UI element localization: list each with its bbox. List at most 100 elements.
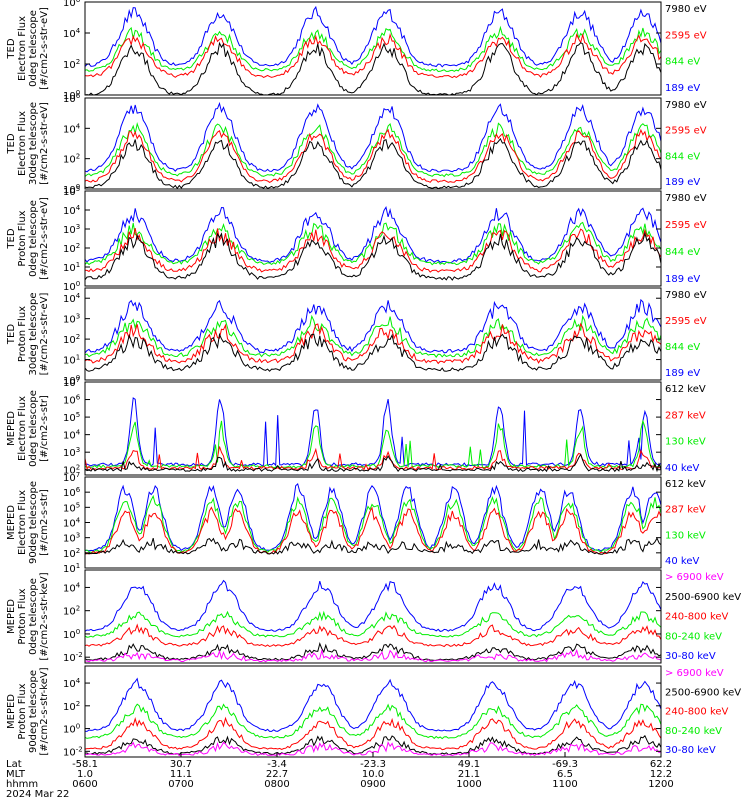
x-tick-hhmm: 0700: [168, 779, 193, 790]
y-axis-label: Electron Flux: [17, 396, 28, 461]
y-axis-label: MEPED: [6, 411, 17, 446]
y-tick-label: 101: [63, 261, 80, 274]
y-tick-label: 100: [63, 723, 80, 736]
panel-frame: [84, 476, 662, 569]
legend-entry: 612 keV: [665, 479, 706, 490]
y-tick-label: 106: [63, 394, 81, 407]
y-tick-label: 103: [63, 446, 80, 459]
y-tick-label: 103: [63, 313, 80, 326]
y-axis-label: MEPED: [6, 599, 17, 634]
series-line-8-3: [84, 716, 662, 751]
y-tick-label: 104: [63, 27, 81, 40]
y-tick-label: 102: [63, 700, 80, 713]
y-axis-label: [#/cm2-s-str-eV]: [39, 102, 50, 185]
y-tick-label: 104: [63, 204, 81, 217]
y-tick-label: 102: [63, 333, 80, 346]
y-tick-label: 10-2: [63, 745, 83, 758]
y-axis-label: TED: [6, 228, 17, 249]
y-axis-label: Proton Flux: [17, 683, 28, 739]
series-line-2-4: [84, 101, 662, 173]
legend-entry: 30-80 keV: [665, 651, 716, 662]
series-line-6-4: [84, 482, 662, 552]
x-tick-hhmm: 0900: [360, 779, 385, 790]
series-line-6-1: [84, 537, 662, 555]
y-tick-label: 100: [63, 628, 80, 641]
series-line-5-1: [84, 453, 662, 473]
series-line-1-4: [84, 5, 662, 68]
x-tick-mlt: 21.1: [458, 769, 480, 780]
series-line-7-4: [84, 610, 662, 638]
series-line-8-5: [84, 677, 662, 732]
series-line-4-4: [84, 298, 662, 354]
y-tick-label: 106: [63, 92, 81, 105]
series-line-7-1: [85, 648, 662, 663]
series-line-8-4: [84, 703, 662, 740]
panel-frame: [84, 287, 662, 381]
y-axis-label: MEPED: [6, 694, 17, 729]
y-axis-label: Proton Flux: [17, 588, 28, 644]
x-tick-mlt: 10.0: [362, 769, 384, 780]
y-tick-label: 104: [63, 429, 81, 442]
y-tick-label: 104: [63, 581, 81, 594]
y-axis-label: [#/cm2-s-str-keV]: [39, 572, 50, 660]
legend-entry: 7980 eV: [665, 4, 707, 15]
legend-entry: 2500-6900 keV: [665, 592, 741, 603]
x-tick-hhmm: 1000: [456, 779, 481, 790]
y-axis-label: TED: [6, 38, 17, 59]
y-axis-label: 0deg telescope: [28, 578, 39, 655]
x-tick-lat: 49.1: [458, 759, 480, 770]
series-line-7-2: [84, 642, 662, 661]
legend-entry: 189 eV: [665, 83, 700, 94]
x-tick-lat: -23.3: [360, 759, 386, 770]
panel-frame: [84, 381, 662, 476]
series-line-1-2: [84, 32, 662, 79]
series-line-3-1: [84, 231, 662, 281]
y-tick-label: 106: [63, 486, 81, 499]
y-axis-label: 30deg telescope: [28, 102, 39, 185]
legend-entry: > 6900 keV: [665, 572, 724, 583]
legend-entry: 2595 eV: [665, 316, 707, 327]
y-tick-label: 102: [63, 547, 80, 560]
legend-entry: 240-800 keV: [665, 707, 729, 718]
y-axis-label: [#/cm2-s-str-keV]: [39, 667, 50, 755]
y-tick-label: 103: [63, 223, 80, 236]
x-tick-mlt: 1.0: [77, 769, 93, 780]
y-tick-label: 107: [63, 471, 80, 484]
y-axis-label: Electron Flux: [17, 16, 28, 81]
y-axis-label: 0deg telescope: [28, 390, 39, 467]
series-line-3-2: [84, 227, 662, 273]
y-tick-label: 101: [63, 354, 80, 367]
y-tick-label: 105: [63, 411, 80, 424]
y-axis-label: [#/cm2-s-str]: [39, 395, 50, 462]
x-row-label: Lat: [6, 759, 22, 770]
panel-frame: [84, 190, 662, 287]
date-label: 2024 Mar 22: [6, 789, 69, 800]
y-tick-label: 107: [63, 376, 80, 389]
legend-entry: 2500-6900 keV: [665, 687, 741, 698]
series-line-2-3: [84, 122, 662, 178]
legend-entry: 2595 eV: [665, 126, 707, 137]
legend-entry: 7980 eV: [665, 100, 707, 111]
legend-entry: 612 keV: [665, 384, 706, 395]
y-tick-label: 104: [63, 292, 81, 305]
x-row-label: MLT: [6, 769, 26, 780]
panel-frame: [84, 665, 662, 758]
panel-frame: [84, 1, 662, 96]
y-axis-label: Electron Flux: [17, 111, 28, 176]
series-line-3-4: [84, 205, 662, 264]
series-line-2-1: [84, 137, 662, 190]
legend-entry: 240-800 keV: [665, 612, 729, 623]
legend-entry: 844 eV: [665, 247, 700, 258]
y-axis-label: [#/cm2-s-str-eV]: [39, 197, 50, 280]
y-tick-label: 105: [63, 501, 80, 514]
panel-frame: [84, 569, 662, 664]
y-axis-label: 90deg telescope: [28, 670, 39, 753]
y-axis-label: [#/cm2-s-str-eV]: [39, 7, 50, 90]
legend-entry: 287 keV: [665, 505, 706, 516]
y-axis-label: Proton Flux: [17, 210, 28, 266]
y-tick-label: 102: [63, 605, 80, 618]
